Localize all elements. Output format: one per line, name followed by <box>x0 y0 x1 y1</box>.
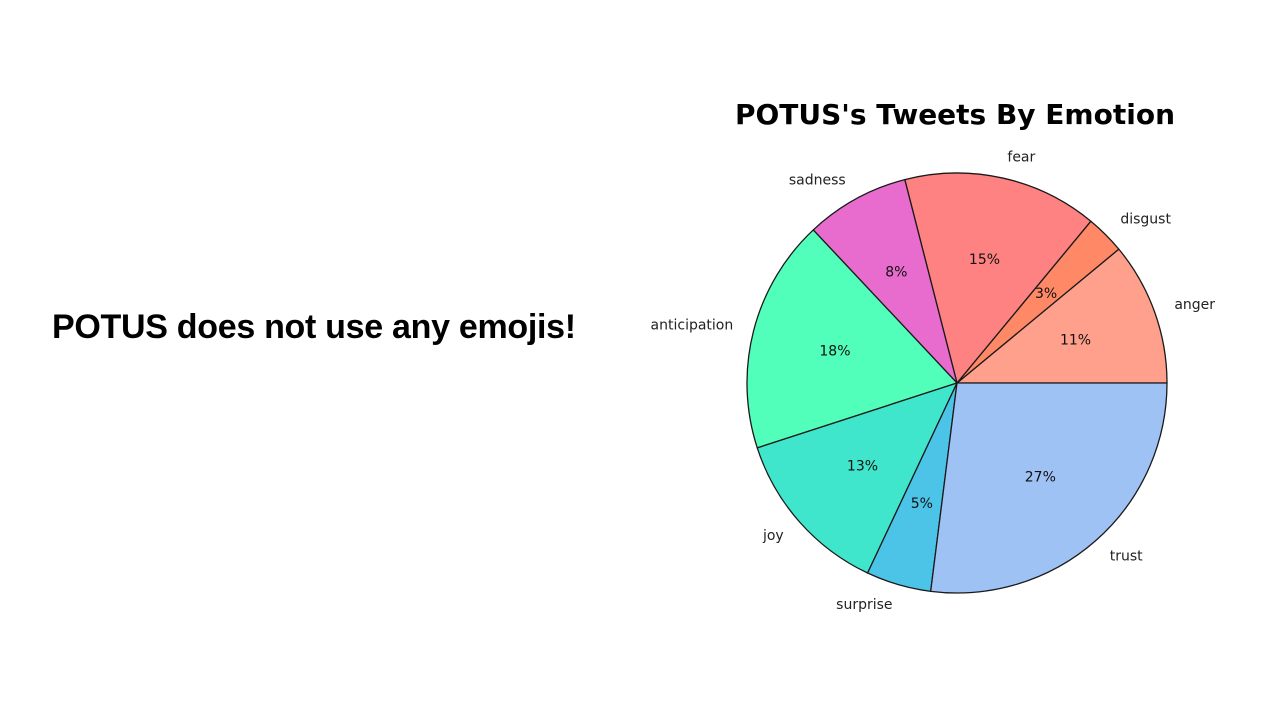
pie-percent-labels: 11% 3% 15% 8% 18% 13% 5% 27% <box>819 252 1091 512</box>
pie-slice-fear <box>904 172 1092 384</box>
slide-statement: POTUS does not use any emojis! <box>52 308 576 346</box>
pie-category-labels: anger disgust fear sadness anticipation joy su… <box>651 150 1216 613</box>
chart-title: POTUS's Tweets By Emotion <box>735 98 1175 131</box>
pie-slice-trust <box>930 382 1168 594</box>
pie-slice-sadness <box>812 178 958 384</box>
pie-percent-label-trust: 27% <box>1025 470 1056 486</box>
pie-slice-anger <box>956 248 1168 384</box>
pie-category-label-anger: anger <box>1174 297 1215 313</box>
pie-percent-label-anticipation: 18% <box>819 344 850 360</box>
pie-percent-label-fear: 15% <box>969 252 1000 268</box>
pie-category-label-sadness: sadness <box>789 173 846 189</box>
pie-percent-label-surprise: 5% <box>911 496 933 512</box>
pie-category-label-anticipation: anticipation <box>651 318 734 334</box>
pie-slice-anticipation <box>746 229 958 449</box>
pie-percent-label-sadness: 8% <box>885 265 907 281</box>
pie-slices <box>746 172 1168 594</box>
pie-percent-label-joy: 13% <box>847 458 878 474</box>
pie-category-label-disgust: disgust <box>1120 212 1171 228</box>
pie-category-label-joy: joy <box>762 528 784 544</box>
pie-percent-label-anger: 11% <box>1060 332 1091 348</box>
pie-category-label-surprise: surprise <box>836 597 892 613</box>
pie-percent-label-disgust: 3% <box>1035 286 1057 302</box>
pie-category-label-trust: trust <box>1110 548 1143 564</box>
pie-category-label-fear: fear <box>1007 150 1035 166</box>
pie-slice-joy <box>756 382 958 574</box>
